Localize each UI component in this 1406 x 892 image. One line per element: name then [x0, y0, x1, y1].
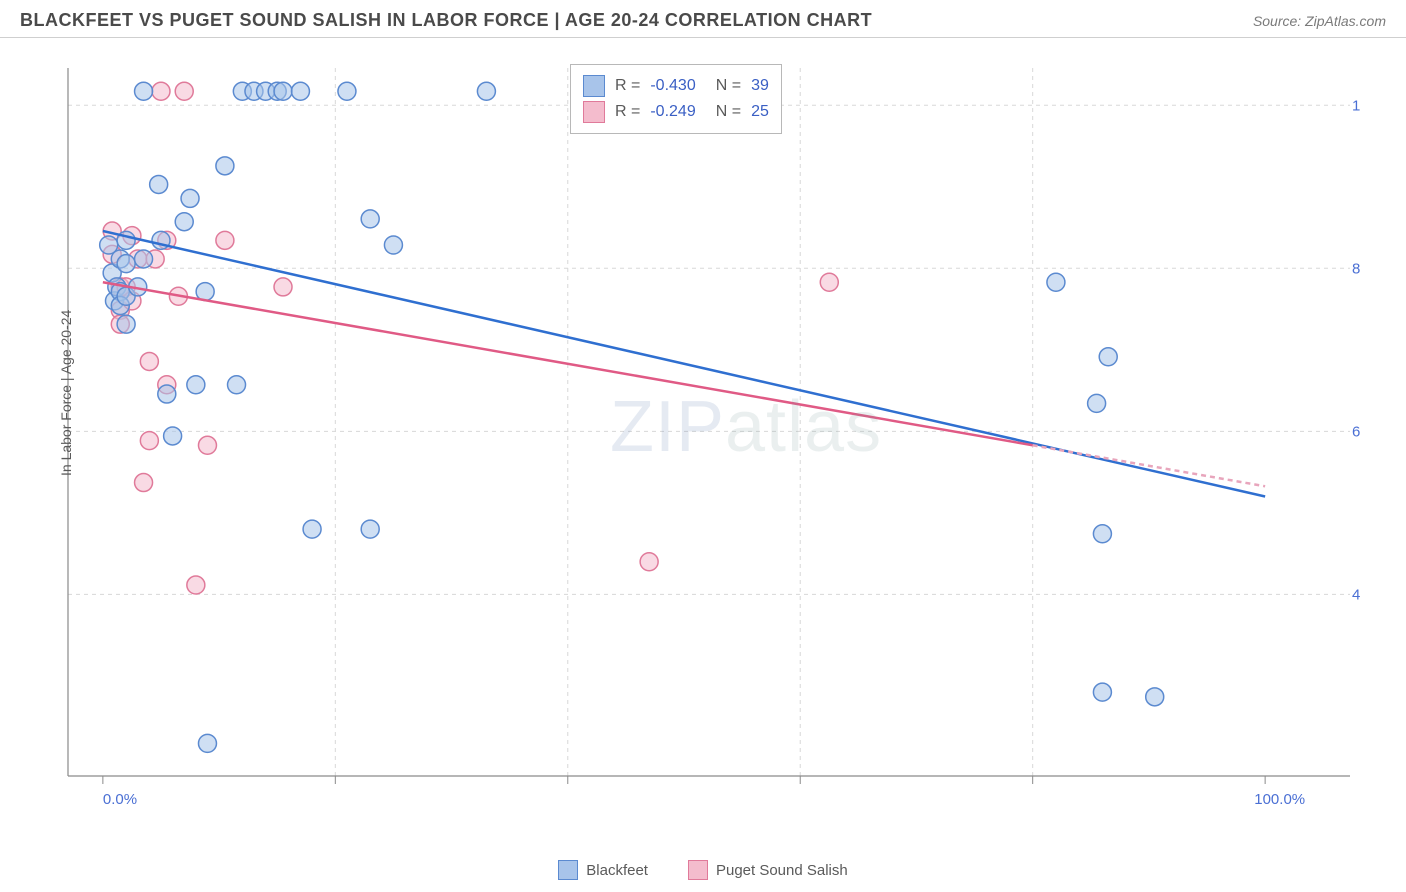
y-axis-label: In Labor Force | Age 20-24	[58, 310, 74, 476]
stat-n-blackfeet: 39	[751, 77, 769, 95]
legend-swatch-blackfeet	[558, 860, 578, 880]
chart-area: 47.5%65.0%82.5%100.0%0.0%100.0% ZIPatlas…	[50, 56, 1360, 828]
legend-label-salish: Puget Sound Salish	[716, 862, 848, 879]
legend-swatch-salish	[688, 860, 708, 880]
legend-label-blackfeet: Blackfeet	[586, 862, 648, 879]
stat-r-salish: -0.249	[650, 103, 695, 121]
svg-text:47.5%: 47.5%	[1352, 586, 1360, 603]
legend-item-blackfeet: Blackfeet	[558, 860, 648, 880]
stat-n-salish: 25	[751, 103, 769, 121]
stat-legend: R = -0.430 N = 39 R = -0.249 N = 25	[570, 64, 782, 134]
stat-r-label: R =	[615, 77, 640, 95]
stat-row-salish: R = -0.249 N = 25	[583, 99, 769, 125]
scatter-plot: 47.5% 65.0% 82.5% 100.0% 0.0% 100.0%	[50, 56, 1360, 828]
svg-text:100.0%: 100.0%	[1254, 791, 1305, 808]
svg-text:65.0%: 65.0%	[1352, 423, 1360, 440]
swatch-blackfeet	[583, 75, 605, 97]
title-bar: BLACKFEET VS PUGET SOUND SALISH IN LABOR…	[0, 0, 1406, 38]
stat-row-blackfeet: R = -0.430 N = 39	[583, 73, 769, 99]
svg-text:82.5%: 82.5%	[1352, 260, 1360, 277]
chart-title: BLACKFEET VS PUGET SOUND SALISH IN LABOR…	[20, 10, 872, 31]
source-label: Source: ZipAtlas.com	[1253, 13, 1386, 29]
svg-text:100.0%: 100.0%	[1352, 97, 1360, 114]
svg-text:0.0%: 0.0%	[103, 791, 137, 808]
swatch-salish	[583, 101, 605, 123]
bottom-legend: Blackfeet Puget Sound Salish	[0, 860, 1406, 880]
legend-item-salish: Puget Sound Salish	[688, 860, 848, 880]
stat-r-label: R =	[615, 103, 640, 121]
stat-r-blackfeet: -0.430	[650, 77, 695, 95]
stat-n-label: N =	[716, 103, 741, 121]
stat-n-label: N =	[716, 77, 741, 95]
